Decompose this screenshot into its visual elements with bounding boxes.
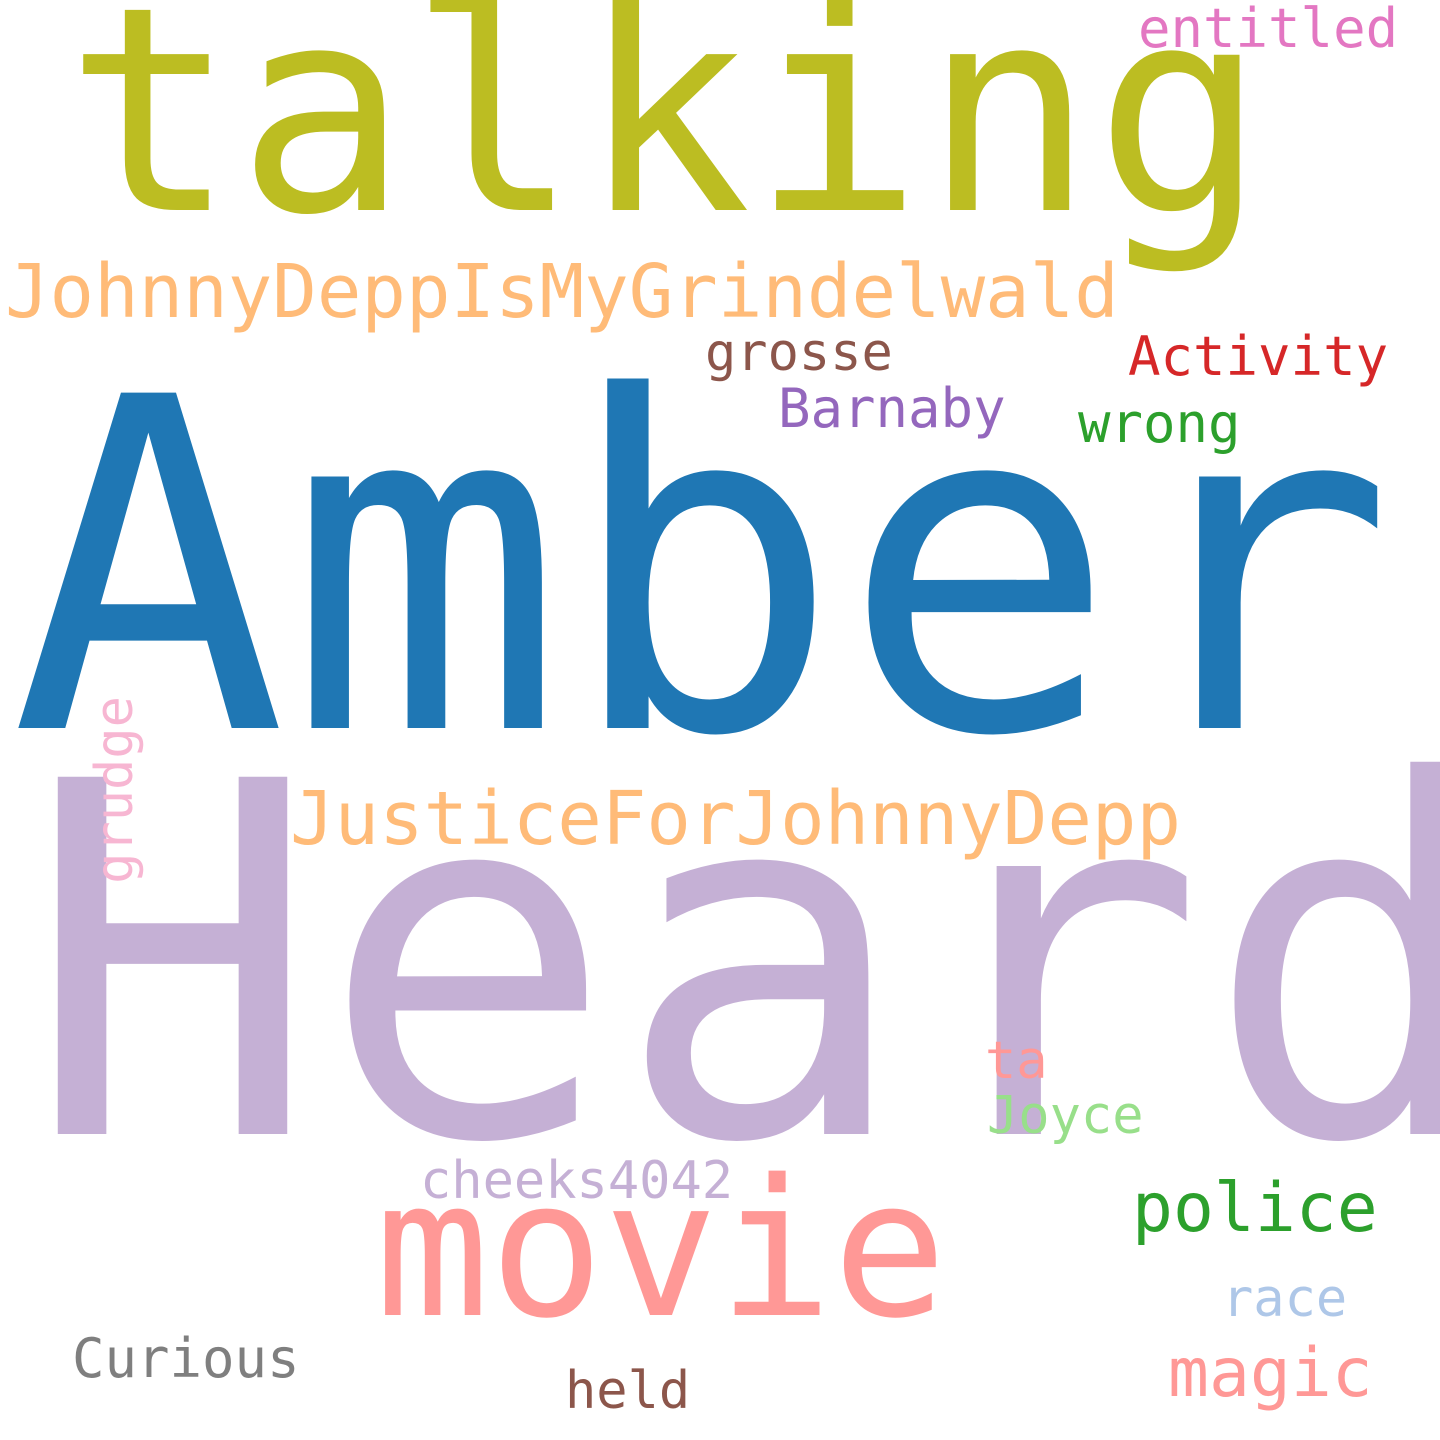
word-ta: ta: [985, 1031, 1048, 1091]
word-talking: talking: [65, 0, 1267, 278]
word-activity: Activity: [1128, 325, 1389, 388]
word-held: held: [565, 1361, 691, 1421]
word-grudge: grudge: [85, 696, 145, 884]
word-movie: movie: [375, 1139, 947, 1360]
word-barnaby: Barnaby: [778, 377, 1006, 440]
word-magic: magic: [1168, 1334, 1373, 1413]
word-cheeks4042: cheeks4042: [420, 1151, 734, 1211]
word-police: police: [1132, 1169, 1378, 1248]
word-grosse: grosse: [705, 323, 893, 383]
word-amber: Amber: [10, 302, 1395, 837]
word-justiceforjohnnydepp: JusticeForJohnnyDepp: [290, 776, 1182, 862]
word-entitled: entitled: [1138, 0, 1399, 60]
word-joyce: Joyce: [987, 1086, 1144, 1146]
word-johnnydeppismygrindelwald: JohnnyDeppIsMyGrindelwald: [5, 249, 1119, 335]
word-wrong: wrong: [1078, 392, 1241, 455]
word-curious: Curious: [72, 1327, 300, 1390]
word-race: race: [1222, 1269, 1348, 1329]
word-heard: Heard: [25, 679, 1440, 1250]
